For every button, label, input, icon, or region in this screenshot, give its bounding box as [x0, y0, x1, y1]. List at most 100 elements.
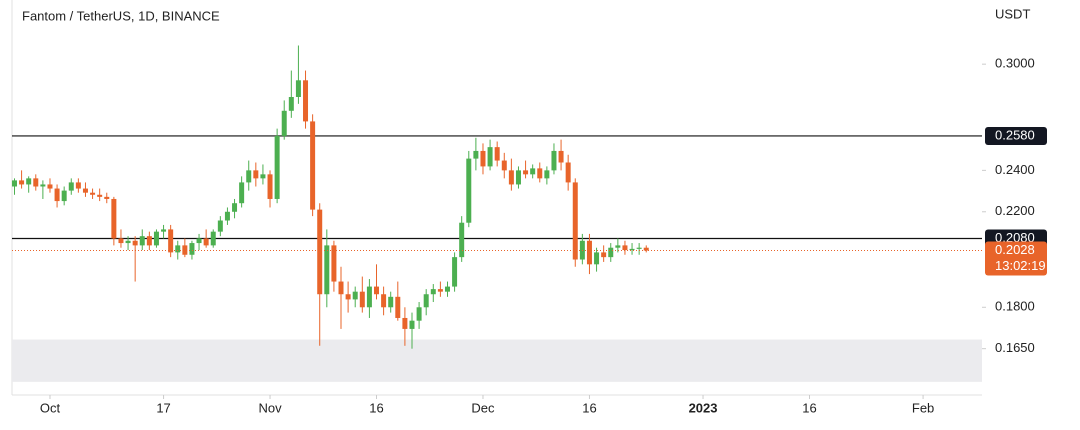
candle-body: [132, 240, 138, 246]
candle-body: [26, 178, 32, 185]
candle-body: [61, 190, 67, 202]
candle-body: [615, 245, 621, 248]
last-price-box: [985, 241, 1047, 276]
candle-body: [416, 307, 422, 321]
chart-title: Fantom / TetherUS, 1D, BINANCE: [22, 8, 220, 23]
candle-body: [90, 192, 96, 195]
x-tick-label: 16: [582, 400, 596, 415]
candle-body: [54, 188, 60, 202]
candle-body: [47, 184, 53, 189]
candle-body: [558, 150, 564, 163]
candle-body: [544, 170, 550, 179]
support-zone: [12, 339, 982, 382]
x-tick-label: 2023: [689, 400, 718, 415]
candle-body: [622, 245, 628, 251]
level-label-box: [985, 126, 1047, 145]
candle-body: [551, 150, 557, 171]
candle-body: [352, 291, 358, 300]
countdown-label: 13:02:19: [995, 258, 1046, 273]
candle-body: [331, 245, 337, 282]
candle-body: [146, 236, 152, 246]
candle-body: [19, 180, 25, 185]
y-tick-label: 0.1800: [995, 299, 1035, 314]
candle-body: [480, 150, 486, 167]
candle-body: [68, 182, 74, 191]
candle-body: [608, 247, 614, 258]
candle-body: [466, 158, 472, 223]
candle-body: [232, 203, 238, 212]
candle-body: [82, 188, 88, 193]
candle-body: [274, 135, 280, 199]
candle-body: [473, 150, 479, 159]
candle-body: [374, 286, 380, 295]
last-price-label: 0.2028: [995, 242, 1035, 257]
candle-body: [494, 147, 500, 161]
candle-body: [281, 110, 287, 136]
candle-body: [508, 170, 514, 185]
x-tick-label: Nov: [258, 400, 282, 415]
candle-body: [345, 294, 351, 300]
candle-body: [601, 252, 607, 258]
level-label: 0.2580: [995, 127, 1035, 142]
candle-body: [459, 222, 465, 258]
candle-body: [182, 245, 188, 255]
candle-body: [111, 198, 117, 239]
candle-body: [303, 80, 309, 122]
candle-body: [203, 238, 209, 246]
candle-body: [310, 121, 316, 210]
x-tick-label: Feb: [912, 400, 934, 415]
candle-body: [338, 281, 344, 295]
candle-body: [260, 174, 266, 179]
candle-body: [537, 168, 543, 179]
candle-body: [629, 248, 635, 251]
x-tick-label: 16: [369, 400, 383, 415]
x-tick-label: 17: [156, 400, 170, 415]
y-tick-label: 0.3000: [995, 56, 1035, 71]
candle-body: [246, 170, 252, 183]
candle-body: [388, 296, 394, 308]
candle-body: [381, 294, 387, 308]
candle-body: [572, 182, 578, 260]
candle-body: [530, 168, 536, 175]
candle-body: [168, 229, 174, 253]
candle-body: [253, 170, 259, 179]
candle-body: [295, 80, 301, 97]
candle-body: [366, 286, 372, 308]
candle-body: [437, 289, 443, 292]
candle-body: [452, 257, 458, 287]
candle-body: [196, 238, 202, 244]
y-axis-label: USDT: [995, 6, 1030, 21]
candle-body: [175, 245, 181, 253]
candle-body: [118, 238, 124, 244]
candle-body: [153, 231, 159, 246]
candle-body: [430, 289, 436, 295]
y-tick-label: 0.2200: [995, 203, 1035, 218]
candle-body: [288, 96, 294, 111]
candle-body: [317, 209, 323, 295]
candle-body: [423, 294, 429, 308]
candle-body: [395, 296, 401, 318]
candle-body: [217, 220, 223, 232]
candle-body: [515, 170, 521, 185]
candle-body: [409, 320, 415, 329]
candle-body: [125, 240, 131, 244]
candle-body: [75, 182, 81, 189]
candle-body: [594, 252, 600, 265]
candle-body: [161, 229, 167, 232]
x-tick-label: Oct: [40, 400, 61, 415]
candle-body: [565, 162, 571, 183]
candle-body: [210, 231, 216, 246]
candle-body: [189, 243, 195, 255]
candle-body: [139, 236, 145, 246]
candle-body: [33, 178, 39, 187]
candle-body: [643, 247, 649, 251]
candle-body: [11, 180, 17, 187]
y-tick-label: 0.1650: [995, 340, 1035, 355]
candle-body: [523, 170, 529, 175]
candle-body: [267, 174, 273, 199]
x-tick-label: 16: [802, 400, 816, 415]
candle-body: [402, 317, 408, 329]
candle-body: [501, 160, 507, 171]
candle-body: [97, 194, 103, 197]
